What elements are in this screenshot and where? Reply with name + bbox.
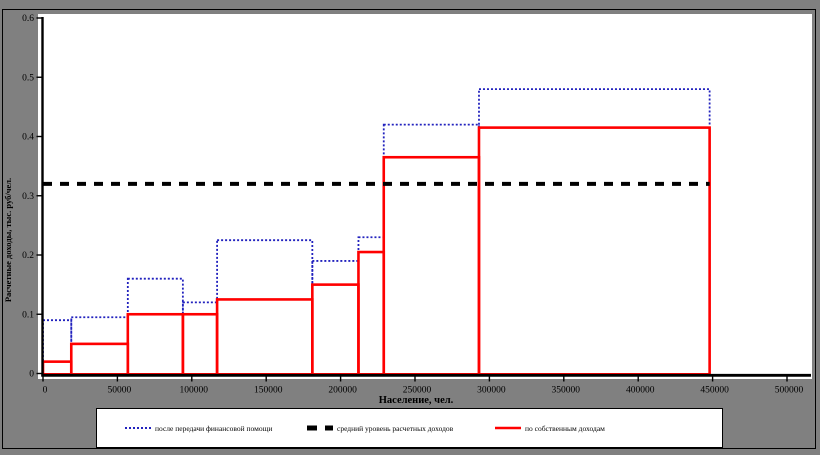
- y-tick-label: 0.1: [22, 310, 34, 320]
- x-tick-label: 350000: [552, 386, 581, 396]
- legend-label: средний уровень расчетных доходов: [337, 423, 454, 433]
- y-tick-label: 0.3: [22, 192, 34, 202]
- chart-legend: после передачи финансовой помощи средний…: [96, 408, 723, 448]
- x-tick-label: 50000: [108, 386, 132, 396]
- x-axis-title: Население, чел.: [379, 395, 454, 406]
- y-tick-label: 0: [29, 370, 34, 380]
- x-tick-label: 300000: [477, 386, 506, 396]
- x-tick-label: 450000: [700, 386, 729, 396]
- legend-label: после передачи финансовой помощи: [155, 423, 273, 433]
- x-tick-label: 200000: [328, 386, 357, 396]
- x-tick-label: 0: [43, 386, 48, 396]
- dashed-black-line-icon: [307, 425, 333, 431]
- legend-item-after-transfers: после передачи финансовой помощи: [125, 409, 272, 447]
- y-tick-label: 0.5: [22, 73, 34, 83]
- solid-red-line-icon: [495, 426, 521, 430]
- y-axis-title: Расчетные доходы, тыс. руб/чел.: [3, 178, 13, 302]
- y-tick-label: 0.6: [22, 14, 34, 24]
- y-tick-label: 0.2: [22, 251, 34, 261]
- legend-item-average-level: средний уровень расчетных доходов: [307, 409, 453, 447]
- x-tick-label: 100000: [180, 386, 209, 396]
- x-tick-label: 500000: [775, 386, 804, 396]
- y-tick-label: 0.4: [22, 133, 34, 143]
- legend-label: по собственным доходам: [525, 423, 605, 433]
- dotted-blue-line-icon: [125, 427, 151, 429]
- x-tick-label: 400000: [626, 386, 655, 396]
- x-tick-label: 250000: [403, 386, 432, 396]
- legend-item-own-income: по собственным доходам: [495, 409, 605, 447]
- plot-area: [38, 14, 812, 379]
- x-tick-label: 150000: [254, 386, 283, 396]
